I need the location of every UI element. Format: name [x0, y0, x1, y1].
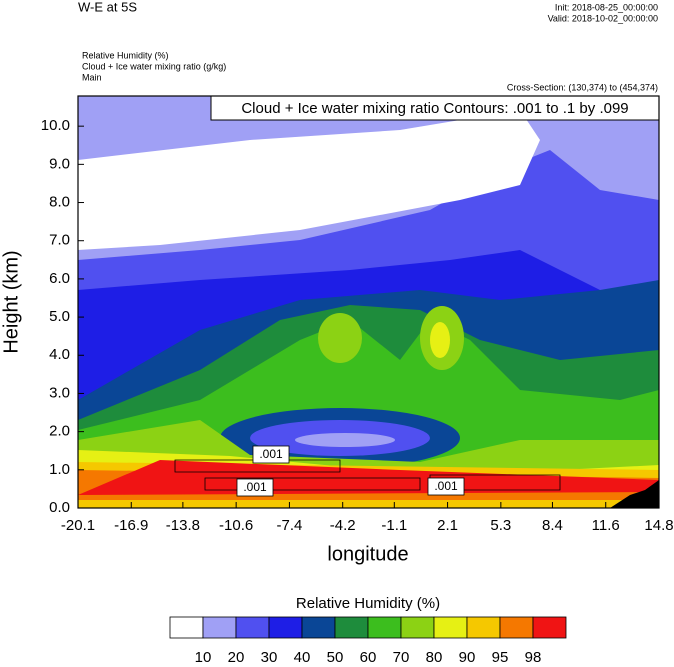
colorbar-box: [169, 616, 204, 639]
field: [78, 96, 659, 508]
field-name: Cloud + Ice water mixing ratio (g/kg): [82, 61, 226, 71]
y-tick-label: 1.0: [49, 461, 70, 478]
colorbar-title: Relative Humidity (%): [296, 595, 440, 612]
y-axis-label: Height (km): [0, 250, 22, 353]
contour-label-box: [427, 477, 465, 496]
y-tick-label: 7.0: [49, 232, 70, 249]
x-tick-label: -4.2: [330, 517, 356, 534]
colorbar-box: [532, 616, 567, 639]
contour-label-box: [252, 445, 290, 464]
contour-label: .001: [434, 479, 458, 493]
y-tick-label: 0.0: [49, 499, 70, 516]
x-tick-label: -16.9: [114, 517, 148, 534]
fill-region: [78, 110, 540, 250]
x-tick-label: -20.1: [61, 517, 95, 534]
y-tick-label: 4.0: [49, 346, 70, 363]
colorbar-box: [202, 616, 237, 639]
colorbar-label: 90: [459, 649, 476, 666]
x-tick-label: 5.3: [490, 517, 511, 534]
colorbar-box: [235, 616, 270, 639]
colorbar-box: [433, 616, 468, 639]
x-tick-label: -10.6: [219, 517, 253, 534]
valid-time: Valid: 2018-10-02_00:00:00: [548, 13, 658, 23]
x-tick-label: -1.1: [381, 517, 407, 534]
contour-label: .001: [243, 480, 267, 494]
fill-region: [78, 460, 659, 495]
colorbar-label: 20: [228, 649, 245, 666]
colorbar-box: [268, 616, 303, 639]
x-tick-label: 8.4: [542, 517, 563, 534]
y-tick-label: 2.0: [49, 423, 70, 440]
y-tick-label: 10.0: [41, 117, 70, 134]
fill-region: [295, 433, 395, 447]
contour-info: Cloud + Ice water mixing ratio Contours:…: [241, 100, 628, 117]
x-tick-label: -7.4: [276, 517, 302, 534]
field-name: Relative Humidity (%): [82, 50, 169, 60]
field-name: Main: [82, 72, 102, 82]
cross-section: Cross-Section: (130,374) to (454,374): [507, 82, 658, 92]
colorbar-box: [301, 616, 336, 639]
y-tick-label: 9.0: [49, 155, 70, 172]
plot-frame: [77, 95, 660, 509]
y-tick-label: 8.0: [49, 194, 70, 211]
colorbar-label: 30: [261, 649, 278, 666]
contour-label: .001: [259, 447, 283, 461]
fill-region: [430, 322, 450, 358]
colorbar-label: 70: [393, 649, 410, 666]
chart-title: W-E at 5S: [78, 0, 137, 14]
colorbar-box: [466, 616, 501, 639]
colorbar-box: [367, 616, 402, 639]
x-tick-label: -13.8: [166, 517, 200, 534]
x-axis-label: longitude: [327, 543, 408, 565]
fill-region: [318, 313, 362, 363]
colorbar-box: [400, 616, 435, 639]
colorbar-label: 50: [327, 649, 344, 666]
init-time: Init: 2018-08-25_00:00:00: [555, 2, 658, 12]
colorbar-label: 80: [426, 649, 443, 666]
colorbar-box: [334, 616, 369, 639]
colorbar-label: 10: [195, 649, 212, 666]
terrain: [610, 480, 659, 508]
x-tick-label: 11.6: [592, 517, 620, 534]
colorbar-label: 40: [294, 649, 311, 666]
colorbar-label: 98: [525, 649, 542, 666]
colorbar-label: 95: [492, 649, 509, 666]
y-tick-label: 6.0: [49, 270, 70, 287]
colorbar-box: [499, 616, 534, 639]
y-tick-label: 5.0: [49, 308, 70, 325]
x-tick-label: 2.1: [437, 517, 458, 534]
y-tick-label: 3.0: [49, 384, 70, 401]
x-tick-label: 14.8: [644, 517, 673, 534]
colorbar-label: 60: [360, 649, 377, 666]
contour-label-box: [236, 478, 274, 497]
